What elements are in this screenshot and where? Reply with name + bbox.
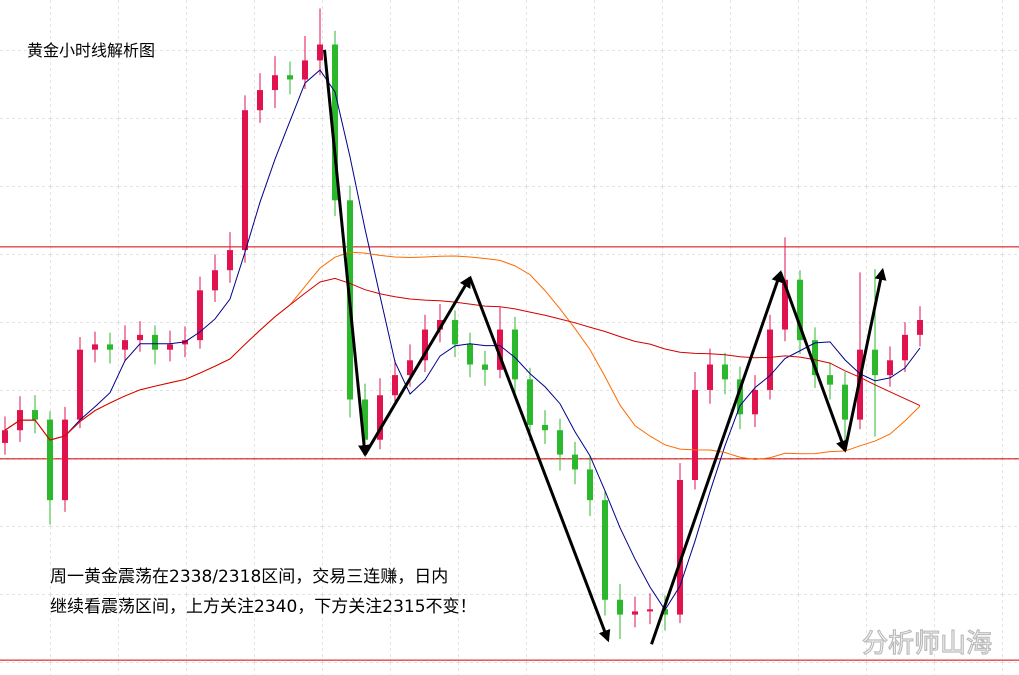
candle-body <box>902 334 908 361</box>
candle-body <box>242 110 248 251</box>
candle-body <box>77 349 83 420</box>
candle-body <box>692 389 698 481</box>
trend-arrow <box>843 267 887 451</box>
candle-body <box>752 389 758 415</box>
candle-body <box>572 454 578 470</box>
candle-body <box>317 44 323 61</box>
candle-body <box>527 379 533 425</box>
candle-body <box>617 599 623 615</box>
annotation: 继续看震荡区间，上方关注2340，下方关注2315不变！ <box>50 597 477 617</box>
candle-body <box>587 469 593 501</box>
watermark: 分析师山海 <box>862 629 992 659</box>
candle-body <box>677 480 683 615</box>
candle-body <box>2 430 8 443</box>
annotation: 周一黄金震荡在2338/2318区间，交易三连赚，日内 <box>50 567 448 587</box>
candle-body <box>797 279 803 341</box>
candle-body <box>887 360 893 376</box>
candle-body <box>722 364 728 380</box>
candle-body <box>62 419 68 501</box>
candle-body <box>407 360 413 376</box>
candle-body <box>827 375 833 385</box>
moving-average <box>4 69 921 611</box>
candle-body <box>227 250 233 271</box>
candle-body <box>467 344 473 365</box>
candle-body <box>257 90 263 111</box>
trend-arrow <box>650 270 784 645</box>
candle-body <box>542 424 548 431</box>
candle-body <box>137 334 143 341</box>
trend-arrow <box>363 275 472 456</box>
candle-body <box>707 364 713 390</box>
candle-body <box>452 320 458 345</box>
candle-body <box>557 430 563 455</box>
candle-body <box>272 75 278 91</box>
candle-body <box>212 270 218 291</box>
candle-body <box>497 329 503 370</box>
candle-body <box>362 399 368 440</box>
candle-body <box>47 419 53 501</box>
candle-body <box>917 320 923 335</box>
candle-body <box>767 329 773 390</box>
moving-average <box>4 277 921 441</box>
candle-body <box>812 340 818 376</box>
candle-body <box>302 60 308 80</box>
candle-body <box>122 340 128 350</box>
candle-body <box>32 410 38 420</box>
candle-body <box>647 609 653 612</box>
candle-body <box>872 349 878 376</box>
candle-body <box>422 329 428 361</box>
candle-body <box>632 611 638 615</box>
levels <box>0 246 1019 661</box>
candle-body <box>512 329 518 380</box>
candle-body <box>482 364 488 370</box>
candle-body <box>332 44 338 201</box>
moving-averages <box>4 69 921 611</box>
candle-body <box>377 395 383 440</box>
candle-body <box>107 344 113 350</box>
candle-body <box>152 334 158 350</box>
candle-body <box>197 290 203 341</box>
trend-arrow <box>323 49 371 457</box>
candle-body <box>602 500 608 600</box>
chart-title: 黄金小时线解析图 <box>27 41 155 60</box>
candle-body <box>167 344 173 350</box>
candle-body <box>287 75 293 80</box>
trend-arrow <box>779 271 848 453</box>
candle-body <box>437 320 443 330</box>
candle-body <box>737 379 743 415</box>
candle-body <box>842 384 848 420</box>
candle-body <box>392 375 398 396</box>
candle-body <box>662 609 668 615</box>
candle-body <box>92 344 98 350</box>
candle-body <box>782 279 788 330</box>
trend-arrows <box>323 49 887 645</box>
trend-arrow <box>468 277 611 643</box>
